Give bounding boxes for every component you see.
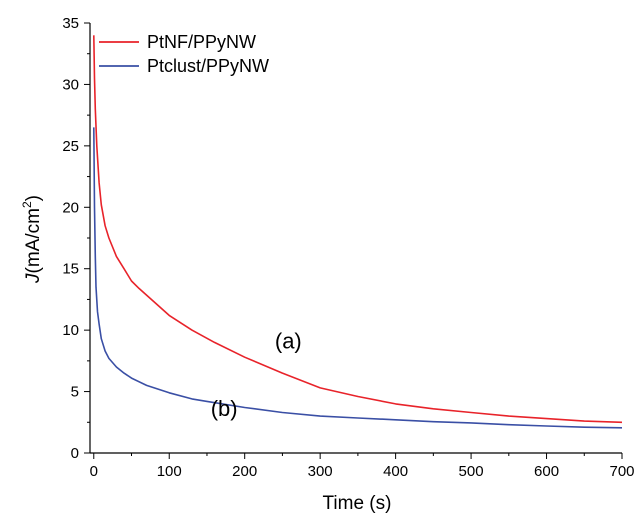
x-tick-label: 200 <box>232 463 257 480</box>
x-tick-label: 300 <box>308 463 333 480</box>
legend: PtNF/PPyNW Ptclust/PPyNW <box>99 32 269 76</box>
y-tick-label: 35 <box>62 15 79 32</box>
x-tick-label: 400 <box>383 463 408 480</box>
tick-marks: 0 100 200 300 400 500 600 700 0 5 10 15 20 25 30 35 <box>62 15 634 480</box>
y-tick-label: 25 <box>62 138 79 155</box>
y-axis-title-close: ) <box>23 195 44 201</box>
annotation-2: (b) <box>211 396 238 421</box>
y-tick-label: 30 <box>62 76 79 93</box>
y-axis-title-unit: (mA/cm <box>23 208 44 273</box>
annotations: (a) (b) <box>211 329 302 422</box>
x-tick-label: 600 <box>534 463 559 480</box>
axes <box>89 23 622 454</box>
y-tick-label: 5 <box>71 384 79 401</box>
y-tick-label: 20 <box>62 199 79 216</box>
series-lines <box>93 35 623 429</box>
x-tick-label: 0 <box>90 463 98 480</box>
x-tick-label: 100 <box>157 463 182 480</box>
y-axis-title-exponent: 2 <box>20 201 34 208</box>
legend-label-1: PtNF/PPyNW <box>147 32 256 52</box>
x-tick-label: 700 <box>609 463 634 480</box>
x-tick-label: 500 <box>459 463 484 480</box>
y-tick-label: 10 <box>62 322 79 339</box>
y-tick-label: 0 <box>71 445 79 462</box>
series-line-1 <box>93 35 623 424</box>
legend-label-2: Ptclust/PPyNW <box>147 56 269 76</box>
y-tick-label: 15 <box>62 261 79 278</box>
y-axis-title-symbol: J <box>23 273 44 284</box>
x-axis-title: Time (s) <box>323 493 392 514</box>
annotation-1: (a) <box>275 329 302 354</box>
y-axis-title: J(mA/cm2) <box>20 195 44 284</box>
series-line-2 <box>93 127 623 429</box>
